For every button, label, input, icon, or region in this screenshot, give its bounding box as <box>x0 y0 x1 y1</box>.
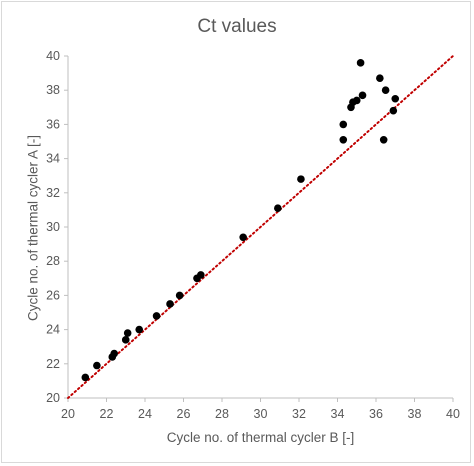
x-tick-label: 28 <box>215 407 229 421</box>
data-point <box>356 59 365 67</box>
data-point <box>135 325 144 334</box>
data-point <box>239 233 247 242</box>
data-point <box>352 96 361 105</box>
x-axis-title: Cycle no. of thermal cycler B [-] <box>166 430 355 445</box>
data-point <box>110 349 118 358</box>
x-tick-label: 22 <box>100 407 114 421</box>
x-tick-label: 32 <box>292 407 306 421</box>
y-tick-label: 20 <box>46 391 60 405</box>
data-point <box>379 135 388 144</box>
data-point <box>121 336 130 344</box>
y-tick-label: 36 <box>46 117 60 131</box>
data-point <box>274 204 282 212</box>
data-point <box>197 271 205 279</box>
y-tick-label: 30 <box>46 220 60 234</box>
data-point <box>93 361 101 370</box>
data-point <box>389 106 398 115</box>
x-tick-label: 36 <box>369 407 383 421</box>
y-tick-label: 22 <box>46 357 60 371</box>
data-point <box>358 91 367 100</box>
data-point <box>166 300 174 308</box>
data-point <box>123 329 132 337</box>
y-tick-label: 26 <box>46 288 60 302</box>
y-tick-label: 28 <box>46 254 60 268</box>
y-tick-label: 24 <box>46 323 60 337</box>
chart-title: Ct values <box>197 16 277 37</box>
data-point <box>175 291 184 300</box>
y-tick-label: 32 <box>46 186 60 200</box>
data-point <box>152 312 161 320</box>
data-point <box>376 74 384 83</box>
data-point <box>339 135 348 144</box>
data-point <box>391 94 400 103</box>
data-point <box>339 120 348 129</box>
y-axis-title: Cycle no. of thermal cycler A [-] <box>25 134 41 322</box>
x-tick-label: 30 <box>254 407 268 421</box>
x-tick-label: 40 <box>446 407 460 421</box>
x-tick-label: 20 <box>61 407 75 421</box>
y-tick-label: 40 <box>46 49 60 63</box>
data-point <box>297 175 305 183</box>
y-tick-label: 34 <box>46 152 60 166</box>
reference-line <box>67 55 454 399</box>
x-tick-label: 34 <box>331 407 345 421</box>
x-tick-label: 26 <box>177 407 191 421</box>
x-tick-label: 24 <box>138 407 152 421</box>
y-tick-label: 38 <box>46 83 60 97</box>
data-point <box>81 373 90 382</box>
x-tick-label: 38 <box>408 407 422 421</box>
data-point <box>381 86 390 94</box>
